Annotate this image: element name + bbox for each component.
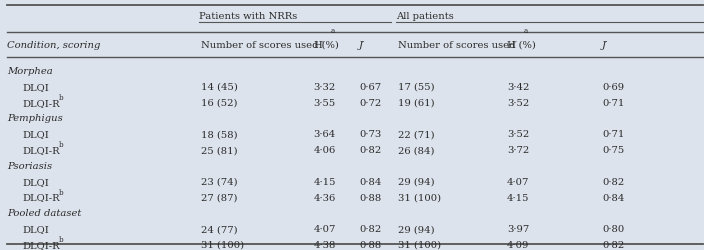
Text: H′: H′ bbox=[313, 40, 325, 50]
Text: 26 (84): 26 (84) bbox=[398, 146, 434, 154]
Text: 4·06: 4·06 bbox=[313, 146, 336, 154]
Text: 0·75: 0·75 bbox=[602, 146, 624, 154]
Text: Number of scores used (%): Number of scores used (%) bbox=[201, 40, 339, 50]
Text: 4·36: 4·36 bbox=[313, 193, 336, 202]
Text: 0·71: 0·71 bbox=[602, 130, 624, 139]
Text: 3·52: 3·52 bbox=[507, 130, 529, 139]
Text: 0·84: 0·84 bbox=[602, 193, 624, 202]
Text: 31 (100): 31 (100) bbox=[398, 240, 441, 249]
Text: b: b bbox=[59, 93, 64, 101]
Text: 4·09: 4·09 bbox=[507, 240, 529, 249]
Text: DLQI-R: DLQI-R bbox=[23, 146, 60, 154]
Text: 24 (77): 24 (77) bbox=[201, 224, 237, 233]
Text: 3·42: 3·42 bbox=[507, 82, 529, 92]
Text: 0·69: 0·69 bbox=[602, 82, 624, 92]
Text: J′: J′ bbox=[602, 40, 608, 50]
Text: 4·15: 4·15 bbox=[313, 177, 336, 186]
Text: Patients with NRRs: Patients with NRRs bbox=[199, 12, 298, 21]
Text: 31 (100): 31 (100) bbox=[201, 240, 244, 249]
Text: 0·82: 0·82 bbox=[359, 224, 382, 233]
Text: 0·72: 0·72 bbox=[359, 98, 382, 107]
Text: 18 (58): 18 (58) bbox=[201, 130, 237, 139]
Text: 25 (81): 25 (81) bbox=[201, 146, 237, 154]
Text: 3·32: 3·32 bbox=[313, 82, 336, 92]
Text: DLQI-R: DLQI-R bbox=[23, 98, 60, 107]
Text: 0·82: 0·82 bbox=[359, 146, 382, 154]
Text: 3·97: 3·97 bbox=[507, 224, 529, 233]
Text: Condition, scoring: Condition, scoring bbox=[7, 40, 101, 50]
Text: 3·52: 3·52 bbox=[507, 98, 529, 107]
Text: DLQI: DLQI bbox=[23, 82, 49, 92]
Text: H′: H′ bbox=[507, 40, 518, 50]
Text: b: b bbox=[59, 188, 64, 196]
Text: 0·82: 0·82 bbox=[602, 240, 624, 249]
Text: 3·72: 3·72 bbox=[507, 146, 529, 154]
Text: 4·15: 4·15 bbox=[507, 193, 529, 202]
Text: 3·55: 3·55 bbox=[313, 98, 336, 107]
Text: 22 (71): 22 (71) bbox=[398, 130, 434, 139]
Text: b: b bbox=[59, 140, 64, 148]
Text: Pooled dataset: Pooled dataset bbox=[7, 208, 82, 218]
Text: 0·73: 0·73 bbox=[359, 130, 382, 139]
Text: J′: J′ bbox=[359, 40, 365, 50]
Text: 31 (100): 31 (100) bbox=[398, 193, 441, 202]
Text: All patients: All patients bbox=[396, 12, 453, 21]
Text: a: a bbox=[524, 27, 528, 35]
Text: b: b bbox=[59, 235, 64, 243]
Text: 29 (94): 29 (94) bbox=[398, 177, 434, 186]
Text: 3·64: 3·64 bbox=[313, 130, 336, 139]
Text: Number of scores used (%): Number of scores used (%) bbox=[398, 40, 536, 50]
Text: DLQI: DLQI bbox=[23, 177, 49, 186]
Text: DLQI-R: DLQI-R bbox=[23, 193, 60, 202]
Text: 0·84: 0·84 bbox=[359, 177, 382, 186]
Text: 0·88: 0·88 bbox=[359, 193, 382, 202]
Text: Psoriasis: Psoriasis bbox=[7, 161, 52, 170]
Text: 4·07: 4·07 bbox=[507, 177, 529, 186]
Text: 27 (87): 27 (87) bbox=[201, 193, 237, 202]
Text: DLQI-R: DLQI-R bbox=[23, 240, 60, 249]
Text: 16 (52): 16 (52) bbox=[201, 98, 237, 107]
Text: a: a bbox=[330, 27, 334, 35]
Text: 23 (74): 23 (74) bbox=[201, 177, 237, 186]
Text: 17 (55): 17 (55) bbox=[398, 82, 434, 92]
Text: Morphea: Morphea bbox=[7, 67, 53, 76]
Text: 19 (61): 19 (61) bbox=[398, 98, 434, 107]
Text: DLQI: DLQI bbox=[23, 224, 49, 233]
Text: 4·38: 4·38 bbox=[313, 240, 336, 249]
Text: 0·88: 0·88 bbox=[359, 240, 382, 249]
Text: 29 (94): 29 (94) bbox=[398, 224, 434, 233]
Text: 4·07: 4·07 bbox=[313, 224, 336, 233]
Text: Pemphigus: Pemphigus bbox=[7, 114, 63, 123]
Text: DLQI: DLQI bbox=[23, 130, 49, 139]
Text: 0·82: 0·82 bbox=[602, 177, 624, 186]
Text: 0·67: 0·67 bbox=[359, 82, 381, 92]
Text: 0·71: 0·71 bbox=[602, 98, 624, 107]
Text: 14 (45): 14 (45) bbox=[201, 82, 237, 92]
Text: 0·80: 0·80 bbox=[602, 224, 624, 233]
